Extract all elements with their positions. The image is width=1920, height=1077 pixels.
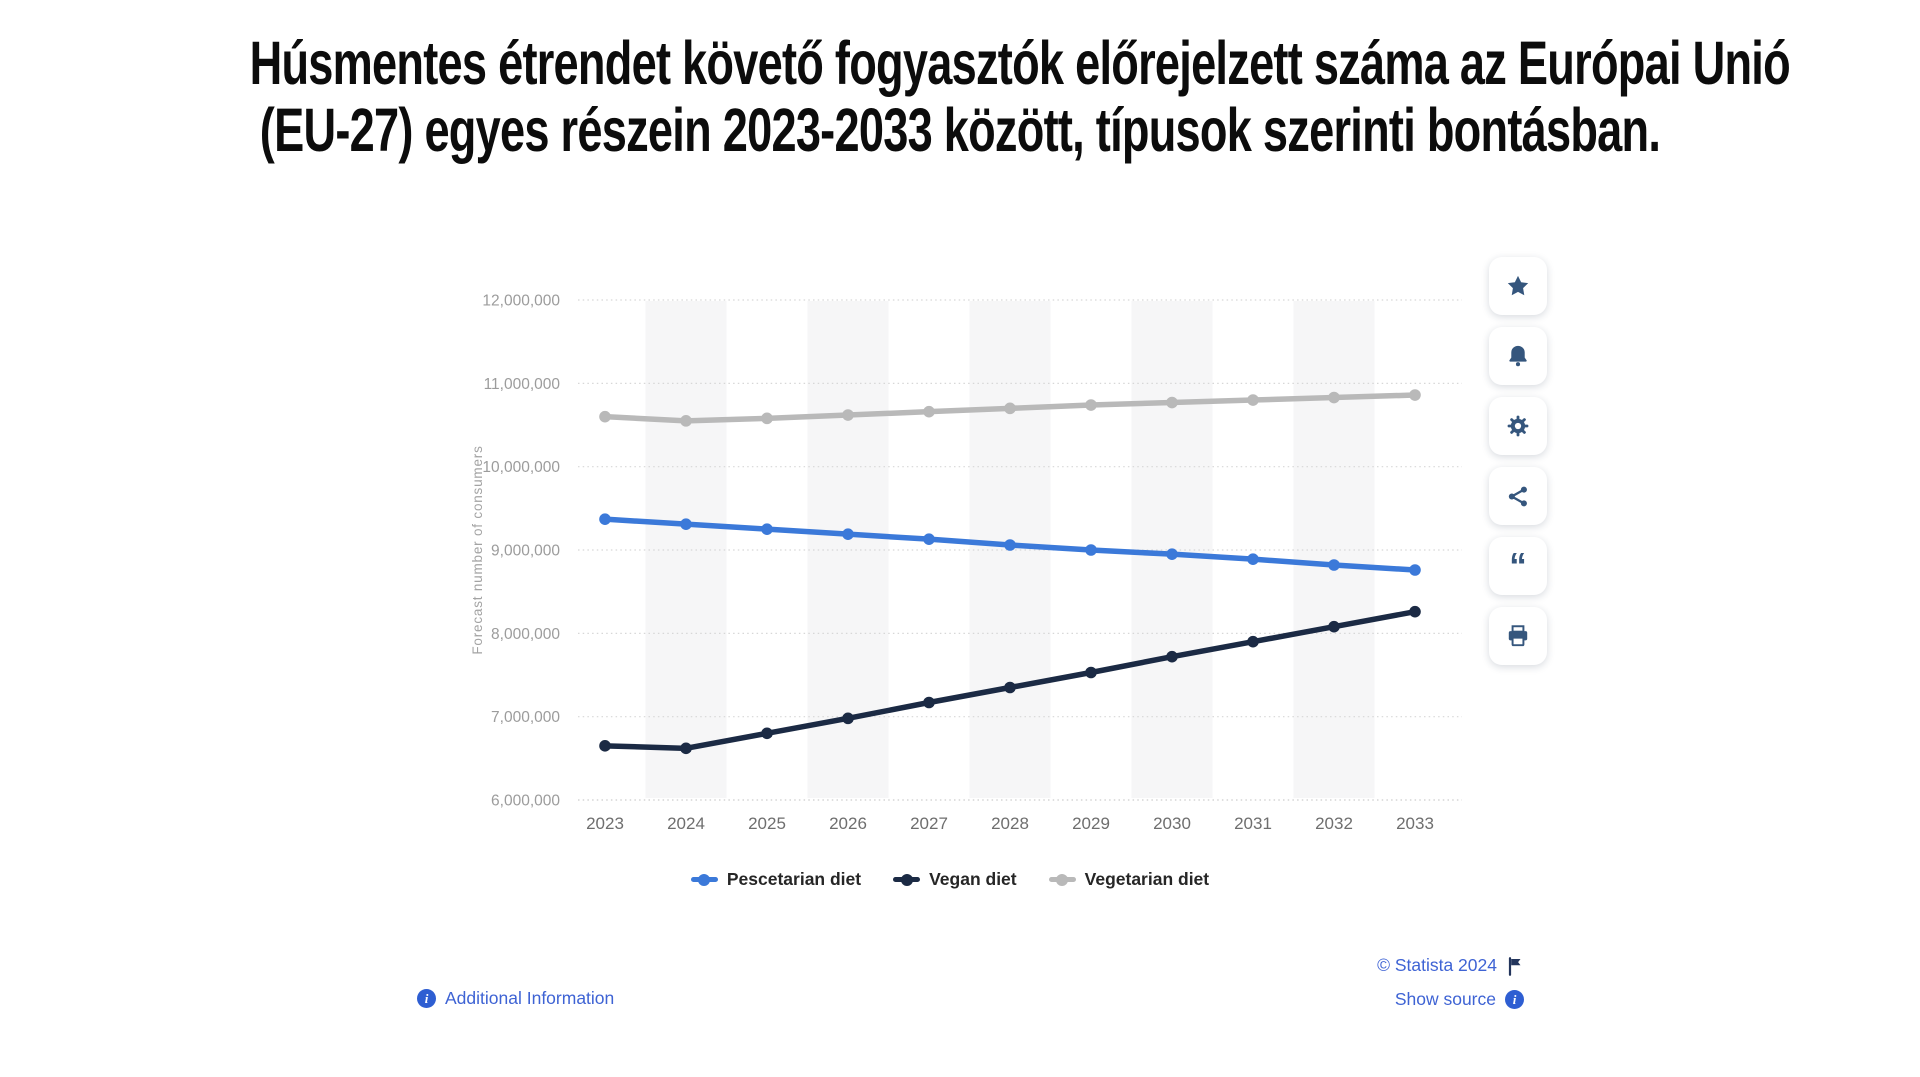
y-tick-label: 11,000,000	[484, 376, 561, 393]
data-point-vegan-diet-2026	[842, 712, 854, 725]
legend-item-vegan-diet[interactable]: Vegan diet	[893, 869, 1017, 890]
chart-area: 6,000,000 7,000,000 8,000,000 9,000,000 10,0…	[430, 215, 1475, 875]
bell-icon	[1509, 345, 1527, 367]
data-point-vegetarian-diet-2023	[599, 410, 611, 423]
y-tick-label: 6,000,000	[491, 793, 560, 810]
show-source-label: Show source	[1394, 989, 1496, 1009]
additional-information-label: Additional Information	[445, 988, 615, 1008]
x-tick-label: 2027	[910, 814, 948, 833]
legend-marker-icon	[690, 877, 718, 882]
x-tick-label: 2032	[1315, 814, 1353, 833]
plot-band-2032	[1293, 301, 1375, 798]
toolbar-cite-button[interactable]: “	[1489, 537, 1547, 595]
line-chart: 6,000,000 7,000,000 8,000,000 9,000,000 10,0…	[470, 293, 1462, 833]
star-icon	[1507, 275, 1529, 296]
info-icon: i	[1505, 990, 1524, 1009]
y-tick-label: 7,000,000	[491, 709, 560, 726]
widget-toolbar: “	[1489, 257, 1547, 665]
data-point-pescetarian-diet-2024	[680, 518, 692, 530]
toolbar-print-button[interactable]	[1489, 607, 1547, 665]
statista-copyright-link[interactable]: © Statista 2024	[1377, 955, 1524, 976]
x-tick-label: 2029	[1072, 814, 1110, 833]
data-point-vegetarian-diet-2024	[680, 415, 692, 427]
legend-item-vegetarian-diet[interactable]: Vegetarian diet	[1048, 869, 1210, 890]
data-point-pescetarian-diet-2029	[1085, 544, 1097, 556]
legend-label: Vegan diet	[929, 869, 1017, 889]
legend-item-pescetarian-diet[interactable]: Pescetarian diet	[690, 869, 862, 890]
data-point-vegan-diet-2029	[1085, 666, 1097, 679]
data-point-pescetarian-diet-2031	[1247, 553, 1259, 565]
report-flag-icon[interactable]	[1506, 956, 1524, 976]
data-point-vegan-diet-2030	[1166, 650, 1178, 663]
statista-copyright-label: © Statista 2024	[1377, 955, 1497, 975]
y-tick-label: 12,000,000	[482, 293, 560, 310]
x-tick-label: 2028	[991, 814, 1029, 833]
data-point-pescetarian-diet-2027	[923, 533, 935, 545]
data-point-pescetarian-diet-2025	[761, 523, 773, 535]
data-point-vegetarian-diet-2025	[761, 412, 773, 425]
x-tick-label: 2031	[1234, 814, 1272, 833]
legend-label: Vegetarian diet	[1084, 869, 1210, 889]
chart-title-line1: Húsmentes étrendet követő fogyasztók elő…	[249, 29, 1791, 97]
legend-label: Pescetarian diet	[726, 869, 862, 889]
quote-icon: “	[1509, 552, 1527, 580]
data-point-vegan-diet-2024	[680, 742, 692, 755]
x-tick-label: 2026	[829, 814, 867, 833]
data-point-vegan-diet-2031	[1247, 635, 1259, 648]
share-icon	[1508, 486, 1527, 506]
data-point-vegan-diet-2032	[1328, 620, 1340, 633]
data-point-vegetarian-diet-2026	[842, 409, 854, 421]
additional-information-link[interactable]: i Additional Information	[417, 988, 614, 1009]
svg-text:“: “	[1509, 552, 1527, 580]
data-point-vegetarian-diet-2032	[1328, 391, 1340, 404]
data-point-pescetarian-diet-2032	[1328, 559, 1340, 571]
data-point-vegetarian-diet-2030	[1166, 396, 1178, 409]
data-point-vegetarian-diet-2027	[923, 405, 935, 418]
chart-title: Húsmentes étrendet követő fogyasztók elő…	[0, 30, 1920, 164]
gear-icon	[1507, 415, 1529, 437]
y-tick-label: 8,000,000	[491, 626, 560, 643]
y-axis-title: Forecast number of consumers	[470, 445, 485, 654]
data-point-vegan-diet-2027	[923, 696, 935, 709]
data-point-pescetarian-diet-2023	[599, 513, 611, 525]
toolbar-notifications-button[interactable]	[1489, 327, 1547, 385]
toolbar-settings-button[interactable]	[1489, 397, 1547, 455]
legend-marker-icon	[1048, 877, 1076, 882]
x-tick-label: 2033	[1396, 814, 1434, 833]
x-tick-label: 2024	[667, 814, 705, 833]
y-tick-label: 9,000,000	[491, 543, 560, 560]
data-point-pescetarian-diet-2033	[1409, 564, 1421, 576]
x-tick-label: 2030	[1153, 814, 1191, 833]
source-links: © Statista 2024 Show source i	[1377, 955, 1524, 1010]
x-tick-label: 2025	[748, 814, 786, 833]
toolbar-share-button[interactable]	[1489, 467, 1547, 525]
data-point-pescetarian-diet-2026	[842, 528, 854, 540]
data-point-vegan-diet-2028	[1004, 681, 1016, 694]
data-point-vegan-diet-2025	[761, 727, 773, 740]
data-point-vegetarian-diet-2033	[1409, 389, 1421, 401]
y-tick-label: 10,000,000	[482, 459, 560, 476]
legend-marker-icon	[893, 877, 921, 882]
printer-icon	[1508, 625, 1528, 647]
data-point-vegetarian-diet-2028	[1004, 402, 1016, 415]
chart-legend: Pescetarian diet Vegan diet Vegetarian die…	[430, 869, 1470, 890]
show-source-link[interactable]: Show source i	[1395, 989, 1524, 1010]
data-point-vegetarian-diet-2031	[1247, 394, 1259, 406]
toolbar-favorite-button[interactable]	[1489, 257, 1547, 315]
data-point-pescetarian-diet-2028	[1004, 539, 1016, 551]
chart-title-line2: (EU-27) egyes részein 2023-2033 között, …	[259, 96, 1661, 164]
data-point-pescetarian-diet-2030	[1166, 548, 1178, 560]
data-point-vegetarian-diet-2029	[1085, 399, 1097, 411]
x-tick-label: 2023	[586, 814, 624, 833]
info-icon: i	[417, 989, 436, 1008]
data-point-vegan-diet-2023	[599, 740, 611, 752]
data-point-vegan-diet-2033	[1409, 605, 1421, 618]
